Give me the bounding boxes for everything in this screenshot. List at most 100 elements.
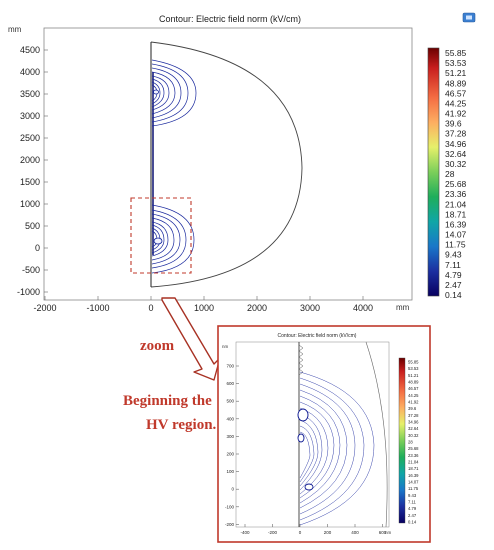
inset-contour-group — [299, 371, 375, 526]
colorbar-tick-label: 14.07 — [445, 230, 467, 240]
inset-colorbar-tick-label: 32.64 — [408, 426, 419, 431]
colorbar-tick-label: 55.85 — [445, 48, 467, 58]
colorbar-tick-label: 9.43 — [445, 250, 462, 260]
inset-colorbar-tick-label: 55.85 — [408, 360, 419, 365]
colorbar-tick-label: 4.79 — [445, 270, 462, 280]
colorbar-tick-label: 39.6 — [445, 119, 462, 129]
inset-colorbar-tick-label: 48.89 — [408, 380, 419, 385]
main-x-tick-label: 1000 — [194, 303, 214, 313]
main-y-tick-label: -500 — [22, 265, 40, 275]
zoom-selection-box[interactable] — [130, 197, 192, 274]
main-colorbar — [427, 47, 440, 297]
inset-y-tick-label: 400 — [226, 416, 234, 421]
main-y-tick-label: 3000 — [20, 111, 40, 121]
inset-colorbar-tick-label: 21.04 — [408, 460, 419, 465]
zoom-arrow — [161, 297, 221, 381]
inset-colorbar-tick-label: 46.57 — [408, 386, 419, 391]
colorbar-tick-label: 18.71 — [445, 209, 467, 219]
inset-colorbar-tick-label: 41.92 — [408, 400, 419, 405]
lower-hotspot — [153, 237, 163, 245]
main-x-tick-label: -2000 — [33, 303, 56, 313]
main-y-tick-label: 2500 — [20, 133, 40, 143]
colorbar-tick-label: 41.92 — [445, 109, 467, 119]
main-x-tick-label: 4000 — [353, 303, 373, 313]
inset-x-tick-label: -200 — [268, 530, 278, 535]
inset-y-tick-label: -200 — [225, 522, 235, 527]
main-y-tick-label: 4000 — [20, 67, 40, 77]
annotation-line-1: Beginning the — [123, 393, 212, 409]
main-y-tick-label: 4500 — [20, 45, 40, 55]
inset-colorbar — [398, 357, 406, 524]
inset-y-unit: nm — [222, 344, 229, 349]
colorbar-tick-label: 48.89 — [445, 78, 467, 88]
inset-y-tick-label: 600 — [226, 381, 234, 386]
inset-colorbar-tick-label: 28 — [408, 440, 413, 445]
inset-colorbar-tick-label: 39.6 — [408, 406, 417, 411]
inset-y-tick-label: 100 — [226, 469, 234, 474]
annotation-line-2: HV region. — [146, 417, 217, 433]
inset-x-tick-label: 200 — [324, 530, 332, 535]
colorbar-tick-label: 53.53 — [445, 58, 467, 68]
inset-colorbar-tick-label: 16.39 — [408, 473, 419, 478]
inset-title: Contour: Electric field norm (kV/cm) — [278, 333, 357, 339]
upper-hotspot — [153, 89, 159, 95]
main-y-tick-label: 2000 — [20, 155, 40, 165]
main-y-tick-label: -1000 — [17, 287, 40, 297]
colorbar-tick-label: 30.32 — [445, 159, 467, 169]
main-x-tick-label: 3000 — [300, 303, 320, 313]
inset-colorbar-tick-label: 18.71 — [408, 466, 419, 471]
colorbar-tick-label: 32.64 — [445, 149, 467, 159]
inset-colorbar-tick-label: 37.28 — [408, 413, 419, 418]
main-x-tick-label: 0 — [148, 303, 153, 313]
inset-dense-boundary — [298, 344, 304, 376]
main-x-ticks: -2000 -1000 0 1000 2000 3000 4000 — [33, 296, 373, 313]
colorbar-tick-label: 23.36 — [445, 189, 467, 199]
inset-colorbar-tick-label: 44.25 — [408, 393, 419, 398]
colorbar-tick-label: 28 — [445, 169, 455, 179]
inset-y-tick-label: 700 — [226, 364, 234, 369]
inset-y-tick-label: 500 — [226, 399, 234, 404]
inset-x-tick-label: 600 — [379, 530, 387, 535]
colorbar-tick-label: 21.04 — [445, 199, 467, 209]
inset-hotspots — [297, 408, 314, 491]
inset-colorbar-tick-label: 23.36 — [408, 453, 419, 458]
inset-colorbar-tick-label: 7.11 — [408, 500, 417, 505]
comsol-export-icon[interactable] — [462, 12, 476, 23]
inset-colorbar-tick-label: 0.14 — [408, 520, 417, 525]
inset-y-tick-label: -100 — [225, 504, 235, 509]
colorbar-tick-label: 7.11 — [445, 260, 461, 270]
inset-colorbar-tick-label: 11.75 — [408, 486, 419, 491]
inset-x-tick-label: 0 — [299, 530, 302, 535]
inset-x-tick-label: -400 — [240, 530, 250, 535]
colorbar-tick-label: 0.14 — [445, 290, 462, 300]
main-y-tick-label: 0 — [35, 243, 40, 253]
inset-colorbar-tick-label: 34.96 — [408, 420, 419, 425]
colorbar-tick-label: 46.57 — [445, 88, 467, 98]
main-y-tick-label: 500 — [25, 221, 40, 231]
main-x-tick-label: -1000 — [86, 303, 109, 313]
inset-colorbar-tick-label: 9.43 — [408, 493, 417, 498]
main-plot-title: Contour: Electric field norm (kV/cm) — [159, 14, 301, 24]
main-y-tick-label: 1500 — [20, 177, 40, 187]
main-x-unit: mm — [396, 303, 410, 312]
zoom-label: zoom — [140, 338, 175, 354]
inset-y-tick-label: 300 — [226, 434, 234, 439]
inset-colorbar-tick-label: 51.21 — [408, 373, 419, 378]
inset-colorbar-tick-label: 14.07 — [408, 480, 419, 485]
lower-contour-group — [151, 204, 195, 274]
inset-y-tick-label: 0 — [231, 487, 234, 492]
colorbar-tick-label: 11.75 — [445, 240, 466, 250]
inset-colorbar-tick-label: 53.53 — [408, 366, 419, 371]
main-y-ticks: 4500 4000 3500 3000 2500 2000 1500 1000 500 0 -500… — [17, 45, 48, 297]
main-y-tick-label: 3500 — [20, 89, 40, 99]
colorbar-tick-label: 37.28 — [445, 129, 467, 139]
inset-y-tick-label: 200 — [226, 452, 234, 457]
main-y-tick-label: 1000 — [20, 199, 40, 209]
colorbar-tick-label: 25.68 — [445, 179, 467, 189]
colorbar-tick-label: 51.21 — [445, 68, 467, 78]
colorbar-tick-label: 16.39 — [445, 219, 467, 229]
inset-colorbar-tick-label: 30.32 — [408, 433, 419, 438]
inset-colorbar-tick-label: 4.79 — [408, 506, 417, 511]
